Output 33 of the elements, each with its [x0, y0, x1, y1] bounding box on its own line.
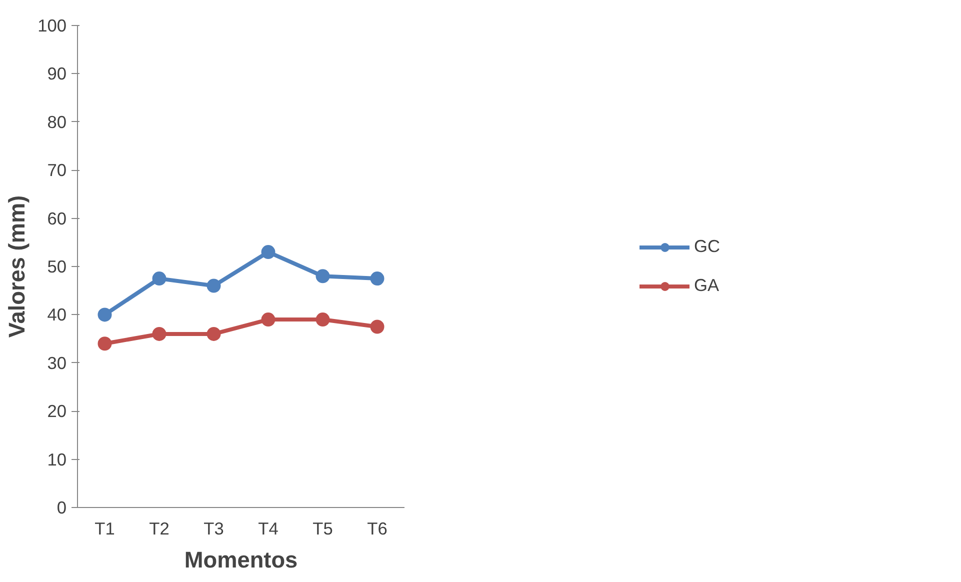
- y-tick-label: 90: [47, 64, 67, 84]
- y-tick-label: 60: [47, 208, 67, 228]
- point: [206, 278, 221, 293]
- y-tick-label: 0: [56, 498, 67, 518]
- legend-label: GA: [694, 275, 720, 296]
- point: [370, 320, 384, 334]
- x-tick-label: T2: [149, 518, 170, 538]
- y-axis-title: Valores (mm): [4, 195, 30, 338]
- y-tick-label: 50: [47, 256, 67, 276]
- legend-label: GC: [694, 236, 720, 257]
- point: [261, 245, 276, 260]
- x-tick-label: T5: [312, 518, 333, 538]
- y-tick-label: 40: [47, 304, 67, 325]
- y-tick-label: 80: [47, 112, 67, 132]
- x-tick-label: T1: [94, 518, 115, 538]
- point: [206, 326, 221, 341]
- point: [98, 336, 112, 351]
- y-tick-label: 100: [38, 16, 67, 36]
- x-tick-label: T6: [367, 518, 388, 538]
- x-axis-title: Momentos: [184, 546, 298, 572]
- y-tick-label: 10: [47, 449, 67, 470]
- y-tick-label: 70: [47, 160, 67, 180]
- y-tick-label: 20: [47, 401, 67, 422]
- point: [261, 312, 276, 327]
- point: [316, 312, 330, 327]
- point: [316, 269, 330, 284]
- point: [98, 308, 112, 322]
- y-tick-label: 30: [47, 352, 67, 373]
- x-tick-label: T3: [204, 518, 224, 538]
- point: [370, 272, 384, 286]
- x-tick-label: T4: [258, 518, 279, 538]
- point: [152, 272, 166, 286]
- point: [152, 326, 166, 341]
